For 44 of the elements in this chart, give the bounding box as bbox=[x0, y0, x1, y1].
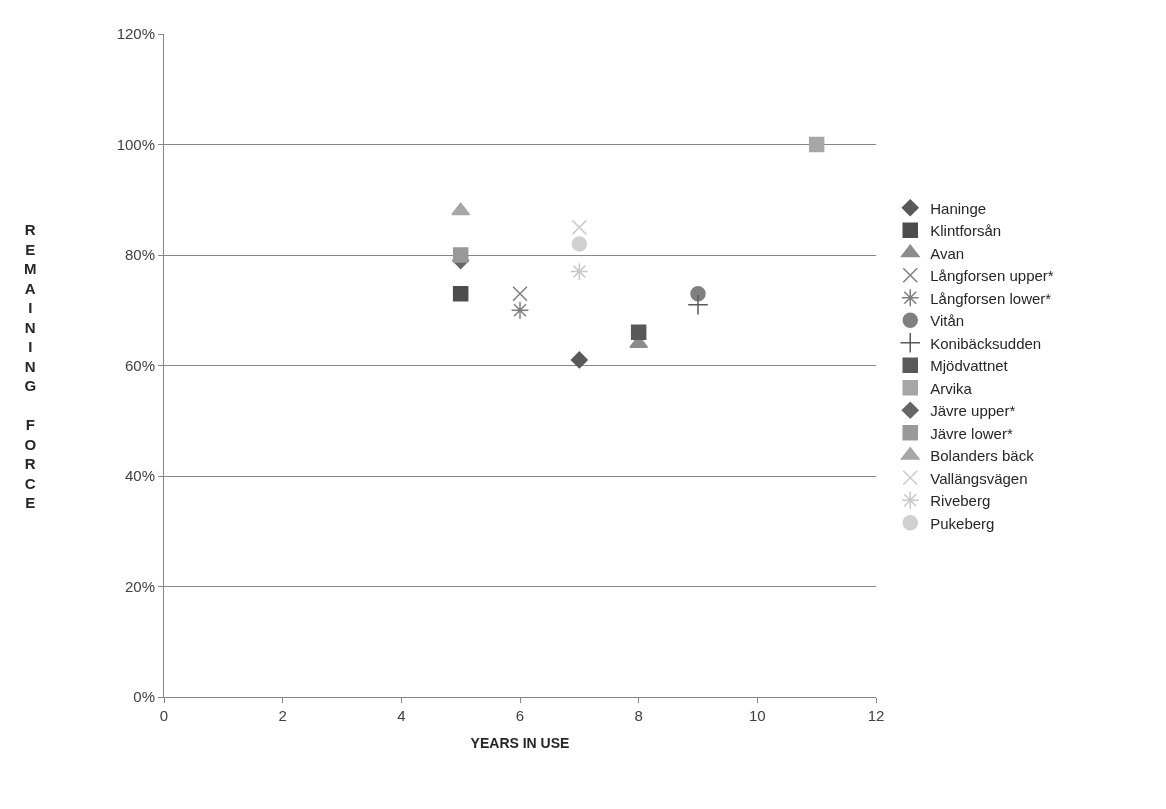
legend-label: Jävre lower* bbox=[930, 424, 1013, 442]
y-tick-label: 120% bbox=[116, 25, 155, 43]
legend-label: Jävre upper* bbox=[930, 402, 1016, 420]
legend-label: Konibäcksudden bbox=[930, 334, 1042, 352]
point bbox=[451, 202, 471, 216]
point bbox=[570, 262, 589, 281]
text: REMAINING FORCE bbox=[24, 221, 37, 511]
point bbox=[630, 324, 647, 341]
x-axis-title: YEARS IN USE bbox=[470, 735, 570, 752]
point bbox=[510, 301, 530, 320]
legend-label: Riveberg bbox=[930, 492, 991, 510]
x-tick-label: 4 bbox=[397, 707, 406, 724]
legend-label: Vallängsvägen bbox=[930, 469, 1028, 487]
y-tick-label: 40% bbox=[124, 467, 155, 485]
x-tick-label: 12 bbox=[867, 707, 885, 724]
legend-label: Långforsen upper* bbox=[930, 267, 1054, 285]
x-tick-label: 2 bbox=[278, 707, 287, 724]
y-tick-label: 0% bbox=[133, 688, 155, 706]
legend-label: Avan bbox=[930, 244, 965, 262]
legend-label: Vitån bbox=[930, 312, 965, 330]
point bbox=[570, 351, 588, 369]
legend-label: Haninge bbox=[930, 199, 987, 217]
legend-label: Pukeberg bbox=[930, 514, 995, 532]
point bbox=[452, 247, 469, 263]
x-tick-label: 0 bbox=[159, 707, 169, 724]
point bbox=[687, 294, 709, 316]
legend-label: Klintforsån bbox=[930, 222, 1002, 240]
x-tick-label: 6 bbox=[515, 707, 525, 724]
legend-label: Mjödvattnet bbox=[930, 357, 1009, 375]
legend-label: Arvika bbox=[930, 379, 973, 397]
point bbox=[571, 219, 588, 236]
y-tick-label: 60% bbox=[124, 356, 155, 374]
point bbox=[571, 236, 588, 252]
point bbox=[690, 285, 706, 302]
y-tick-label: 100% bbox=[116, 135, 155, 153]
y-tick-label: 80% bbox=[124, 246, 155, 264]
point bbox=[452, 285, 469, 302]
x-tick-label: 8 bbox=[634, 707, 643, 724]
y-tick-label: 20% bbox=[124, 577, 155, 595]
point bbox=[512, 285, 528, 302]
point bbox=[808, 136, 825, 153]
legend-label: Bolanders bäck bbox=[930, 447, 1035, 465]
x-tick-label: 10 bbox=[748, 707, 766, 724]
legend-label: Långforsen lower* bbox=[930, 289, 1052, 307]
